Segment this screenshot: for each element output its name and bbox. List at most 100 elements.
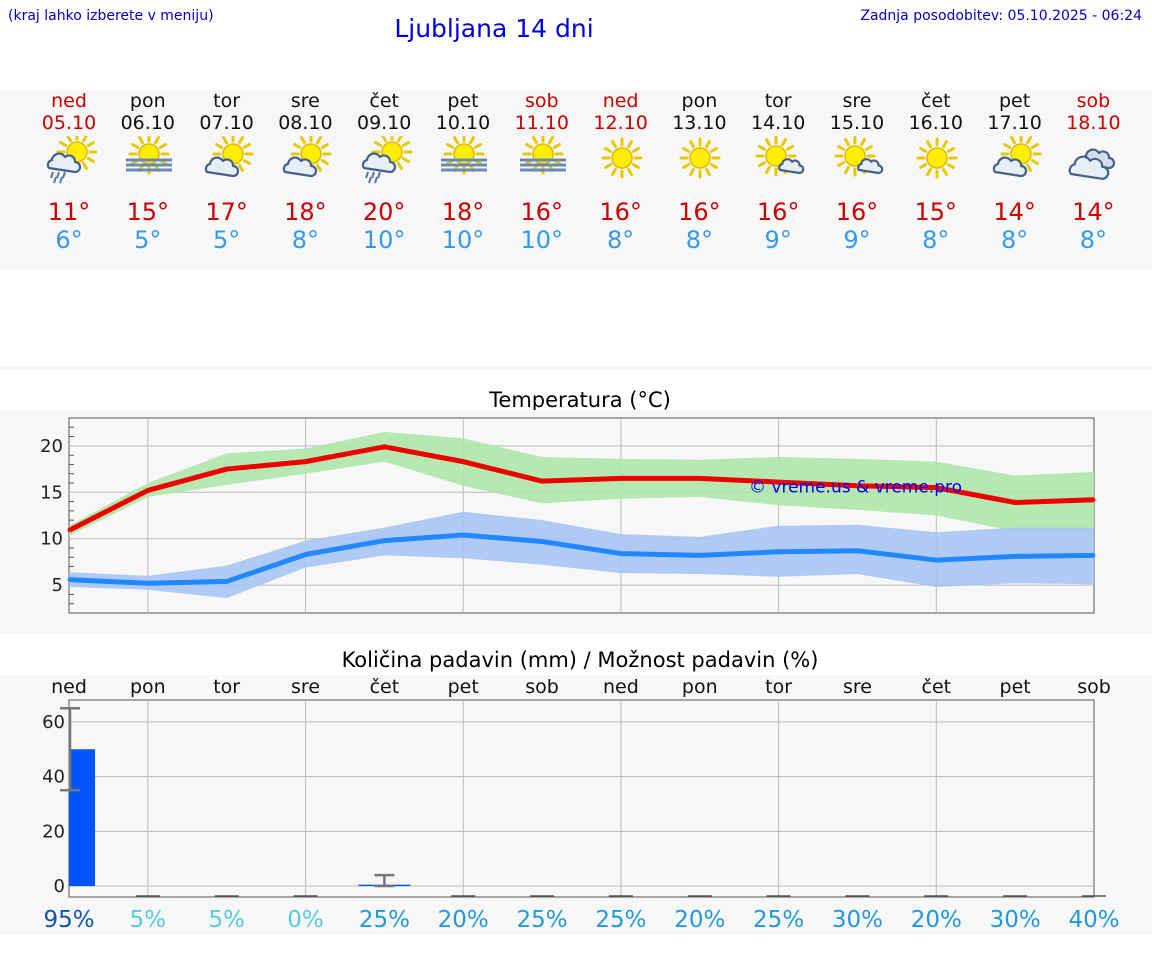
sun-fog-icon <box>441 136 487 175</box>
max-temperature: 16° <box>599 198 642 226</box>
day-name: pon <box>681 90 718 112</box>
day-column: čet 09.10 20° 10° <box>344 90 424 270</box>
min-temperature: 5° <box>134 226 162 254</box>
precipitation-probability: 5% <box>208 907 245 933</box>
sun-cloud-icon <box>204 136 254 178</box>
day-column: pet 17.10 14° 8° <box>975 90 1055 270</box>
day-name: pet <box>447 90 479 112</box>
plot-area <box>68 699 1095 898</box>
day-column: čet 16.10 15° 8° <box>896 90 976 270</box>
precipitation-probability: 0% <box>287 907 324 933</box>
day-name: ned <box>51 90 87 112</box>
max-temperature-line <box>67 444 1095 533</box>
day-date: 05.10 <box>41 112 97 134</box>
sun-cloud-rain-icon <box>46 136 97 184</box>
min-data-point <box>855 549 859 553</box>
max-data-point <box>461 460 465 464</box>
day-date: 15.10 <box>829 112 885 134</box>
max-data-point <box>146 488 150 492</box>
precipitation-probability: 25% <box>753 907 804 933</box>
day-column: tor 14.10 16° 9° <box>738 90 818 270</box>
min-temperature: 9° <box>764 226 792 254</box>
max-data-point <box>619 476 623 480</box>
y-tick-label: 10 <box>40 529 63 550</box>
precipitation-probability: 20% <box>674 907 725 933</box>
temperature-chart-title: Temperatura (°C) <box>489 388 671 412</box>
min-range-band <box>69 511 1094 599</box>
sun-icon <box>916 137 958 179</box>
precipitation-chart: ned pon tor sre čet pet sob ned pon tor sre čet pet s… <box>42 676 1119 933</box>
precipitation-probability: 20% <box>911 907 962 933</box>
day-name: tor <box>764 90 792 112</box>
cloudy-icon <box>1069 148 1116 180</box>
y-tick-label: 60 <box>42 712 65 733</box>
sun-fog-icon <box>125 136 172 175</box>
max-temperature: 17° <box>205 198 248 226</box>
x-tick-label: čet <box>370 676 400 698</box>
max-data-point <box>1013 501 1017 504</box>
x-tick-label: pet <box>448 676 479 698</box>
precipitation-probability: 30% <box>990 907 1041 933</box>
y-tick-label: 20 <box>40 436 63 457</box>
y-tick-label: 20 <box>42 821 65 842</box>
min-temperature: 10° <box>362 226 406 254</box>
day-name: sre <box>842 90 872 112</box>
max-temperature: 20° <box>362 198 406 226</box>
day-column: pon 13.10 16° 8° <box>659 90 739 270</box>
temperature-chart: 5 10 15 20 © vreme.us & vreme.pro <box>40 417 1096 614</box>
precipitation-probability: 25% <box>517 907 568 933</box>
precipitation-bar <box>69 749 95 887</box>
day-column: sre 08.10 18° 8° <box>265 90 345 270</box>
max-temperature: 15° <box>126 198 170 226</box>
day-date: 08.10 <box>278 112 333 134</box>
day-column: tor 07.10 17° 5° <box>187 90 267 270</box>
sun-cloud-icon <box>283 136 332 178</box>
max-temperature: 14° <box>993 198 1036 226</box>
x-tick-label: sob <box>525 676 559 698</box>
x-tick-label: ned <box>603 676 639 698</box>
divider <box>0 365 1152 371</box>
x-tick-label: sre <box>843 676 872 698</box>
x-tick-label: sob <box>1077 676 1111 698</box>
max-temperature: 15° <box>914 198 958 226</box>
sun-small-cloud-icon <box>755 136 805 177</box>
max-temperature: 18° <box>441 198 485 226</box>
min-data-point <box>146 581 150 585</box>
day-column: pon 06.10 15° 5° <box>108 90 188 270</box>
daily-forecast: ned 05.10 11° 6° pon 06.10 15° 5° tor 07.10 17° 5° s… <box>0 90 1152 270</box>
min-temperature: 8° <box>922 226 950 254</box>
sun-fog-icon <box>519 136 566 175</box>
precipitation-probability: 25% <box>359 907 410 933</box>
day-name: pon <box>129 90 166 112</box>
y-tick-label: 5 <box>52 575 63 596</box>
min-data-point <box>304 553 308 556</box>
min-data-point <box>619 552 623 556</box>
min-temperature: 8° <box>606 226 635 254</box>
x-tick-label: tor <box>765 676 792 698</box>
day-name: pet <box>998 90 1031 112</box>
day-date: 13.10 <box>672 112 727 134</box>
max-temperature: 16° <box>520 198 564 226</box>
max-temperature: 16° <box>756 198 800 226</box>
y-tick-label: 15 <box>40 482 63 503</box>
location-hint: (kraj lahko izberete v meniju) <box>8 8 214 24</box>
min-data-point <box>1013 554 1017 558</box>
precipitation-probability: 40% <box>1068 907 1119 933</box>
day-date: 07.10 <box>199 112 254 134</box>
day-date: 06.10 <box>120 112 175 134</box>
last-update: Zadnja posodobitev: 05.10.2025 - 06:24 <box>860 8 1142 24</box>
day-column: pet 10.10 18° 10° <box>423 90 503 270</box>
max-data-point <box>67 528 71 532</box>
max-data-point <box>777 480 781 484</box>
max-temperature: 14° <box>1072 198 1115 226</box>
day-date: 18.10 <box>1066 112 1121 134</box>
day-name: čet <box>921 90 951 112</box>
precipitation-chart-title: Količina padavin (mm) / Možnost padavin … <box>341 648 819 672</box>
x-tick-label: čet <box>922 676 952 698</box>
min-data-point <box>698 553 702 557</box>
day-column: sre 15.10 16° 9° <box>817 90 897 270</box>
day-date: 12.10 <box>593 112 648 134</box>
day-date: 14.10 <box>750 112 806 134</box>
day-name: sob <box>1076 90 1111 112</box>
min-temperature: 8° <box>685 226 714 254</box>
